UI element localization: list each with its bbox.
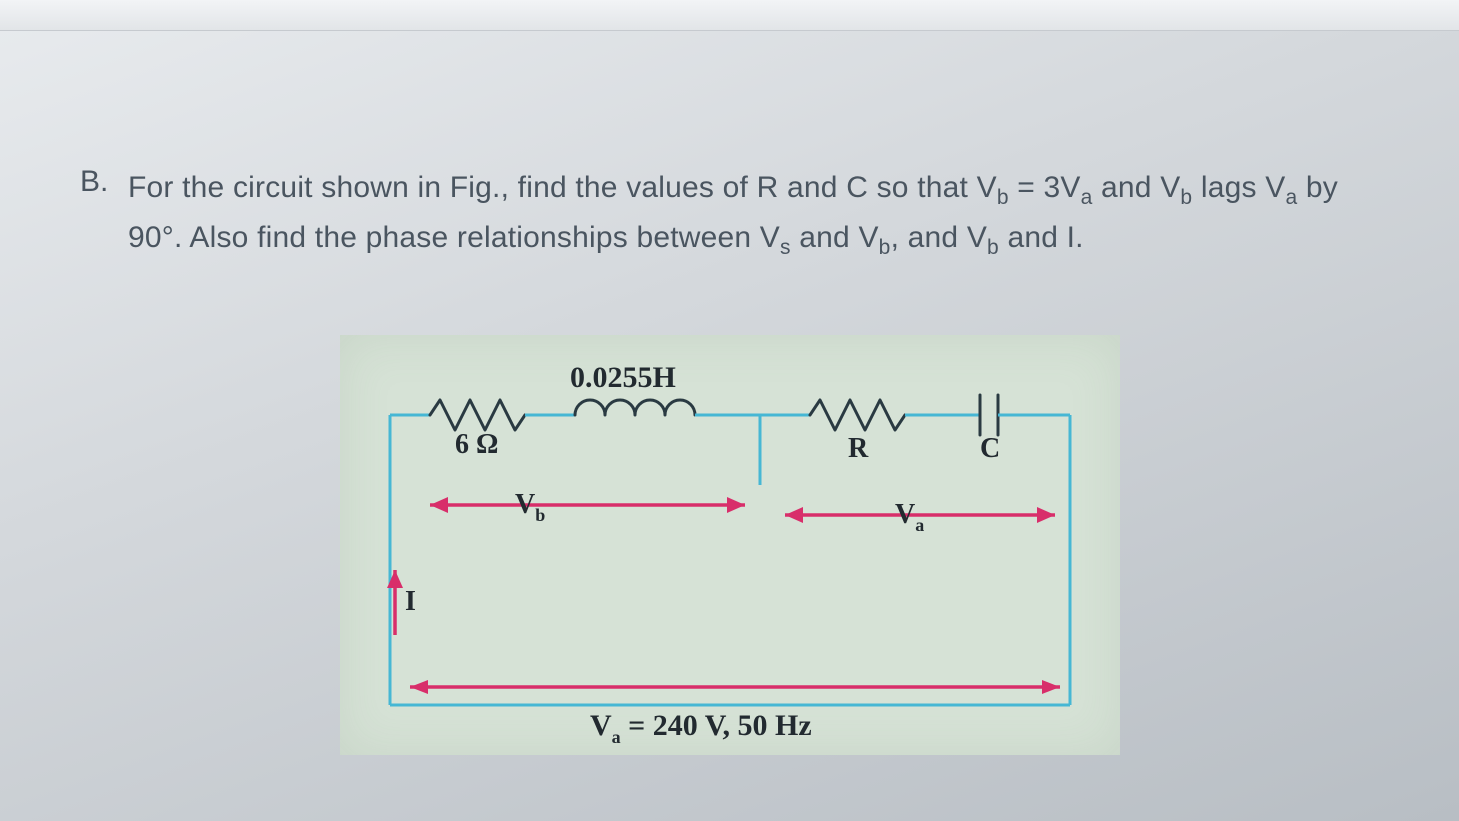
svg-text:Va = 240 V, 50 Hz: Va = 240 V, 50 Hz (590, 709, 812, 747)
current-label: I (405, 586, 416, 617)
toolbar-strip (0, 0, 1459, 31)
resistor2-label: R (848, 433, 869, 464)
inductor-label: 0.0255H (570, 361, 676, 394)
resistor1-label: 6 Ω (455, 429, 498, 460)
source-v: V (590, 709, 612, 742)
source-sub: a (612, 727, 621, 747)
circuit-figure: Vb Va I 0.0255H 6 Ω R C Va = 2 (340, 335, 1120, 755)
va-sub: a (915, 515, 924, 535)
question-text: For the circuit shown in Fig., find the … (128, 165, 1390, 264)
page: B. For the circuit shown in Fig., find t… (0, 0, 1459, 821)
va-label: V (895, 499, 915, 530)
question-marker: B. (80, 165, 108, 199)
capacitor-label: C (980, 433, 1000, 464)
vb-sub: b (535, 505, 545, 525)
source-value: = 240 V, 50 Hz (621, 709, 812, 742)
vb-label: V (515, 489, 535, 520)
svg-text:Va: Va (895, 499, 924, 535)
question-block: B. For the circuit shown in Fig., find t… (80, 165, 1390, 264)
svg-text:Vb: Vb (515, 489, 545, 525)
